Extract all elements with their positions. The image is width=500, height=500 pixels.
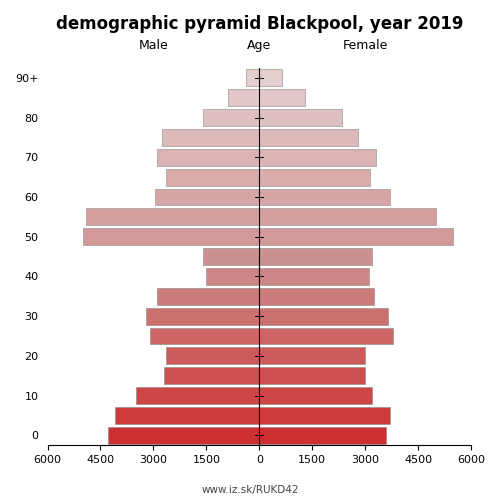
Bar xyxy=(157,149,260,166)
Bar xyxy=(260,427,386,444)
Bar xyxy=(146,308,260,324)
Bar xyxy=(260,368,365,384)
Bar xyxy=(260,407,390,424)
Bar xyxy=(260,188,390,206)
Bar xyxy=(157,288,260,305)
Bar xyxy=(166,348,260,364)
Bar xyxy=(164,368,260,384)
Text: Age: Age xyxy=(247,39,272,52)
Bar xyxy=(83,228,260,245)
Bar xyxy=(260,387,372,404)
Bar xyxy=(155,188,260,206)
Bar xyxy=(108,427,260,444)
Bar xyxy=(260,268,368,285)
Bar xyxy=(86,208,260,226)
Bar xyxy=(260,348,365,364)
Bar xyxy=(260,129,358,146)
Text: Female: Female xyxy=(342,39,388,52)
Bar xyxy=(136,387,260,404)
Title: demographic pyramid Blackpool, year 2019: demographic pyramid Blackpool, year 2019 xyxy=(56,15,463,33)
Bar xyxy=(260,328,394,344)
Bar xyxy=(150,328,260,344)
Bar xyxy=(203,109,260,126)
Bar xyxy=(206,268,260,285)
Bar xyxy=(228,89,260,106)
Bar xyxy=(260,208,436,226)
Bar xyxy=(260,149,376,166)
Bar xyxy=(114,407,260,424)
Bar xyxy=(260,308,388,324)
Bar xyxy=(203,248,260,265)
Bar xyxy=(260,89,305,106)
Bar xyxy=(260,70,282,86)
Bar xyxy=(246,70,260,86)
Text: Male: Male xyxy=(138,39,168,52)
Text: www.iz.sk/RUKD42: www.iz.sk/RUKD42 xyxy=(201,485,299,495)
Bar xyxy=(260,109,342,126)
Bar xyxy=(260,228,454,245)
Bar xyxy=(260,168,370,186)
Bar xyxy=(260,288,374,305)
Bar xyxy=(166,168,260,186)
Bar xyxy=(162,129,260,146)
Bar xyxy=(260,248,372,265)
